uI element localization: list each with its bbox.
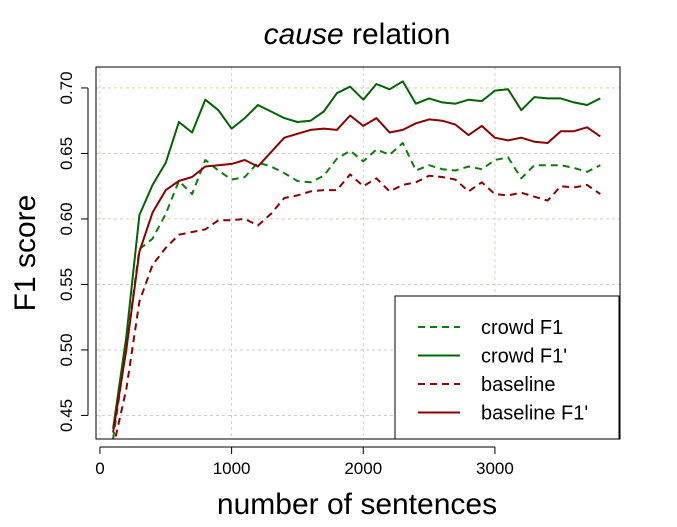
- series-line-3: [112, 114, 601, 433]
- x-axis-label: number of sentences: [217, 488, 497, 521]
- y-tick-label: 0.60: [57, 202, 76, 235]
- y-tick-label: 0.70: [57, 71, 76, 104]
- x-tick-label: 2000: [344, 459, 382, 478]
- y-tick-label: 0.45: [57, 399, 76, 432]
- chart-title-emphasis: cause: [264, 18, 344, 51]
- series-group: [112, 80, 601, 439]
- legend-box: [394, 295, 620, 440]
- series-line-0: [112, 142, 601, 439]
- legend-label-3: baseline F1': [481, 403, 588, 425]
- series-line-1: [112, 80, 601, 429]
- y-tick-label: 0.55: [57, 268, 76, 301]
- legend: crowd F1 crowd F1' baseline baseline F1': [394, 295, 620, 440]
- chart-title-rest: relation: [344, 18, 451, 51]
- plot-frame: [95, 66, 621, 440]
- legend-label-1: crowd F1': [481, 346, 567, 368]
- legend-label-2: baseline: [481, 374, 556, 396]
- x-tick-label: 0: [95, 459, 104, 478]
- series-line-2: [114, 173, 601, 439]
- y-tick-label: 0.65: [57, 137, 76, 170]
- x-axis: 0 1000 2000 3000: [95, 446, 514, 478]
- y-axis: 0.45 0.50 0.55 0.60 0.65 0.70: [57, 71, 89, 432]
- y-tick-label: 0.50: [57, 333, 76, 366]
- x-tick-label: 3000: [476, 459, 514, 478]
- x-tick-label: 1000: [213, 459, 251, 478]
- legend-label-0: crowd F1: [481, 317, 563, 339]
- y-axis-label: F1 score: [9, 195, 42, 312]
- chart-title: cause relation: [264, 18, 451, 51]
